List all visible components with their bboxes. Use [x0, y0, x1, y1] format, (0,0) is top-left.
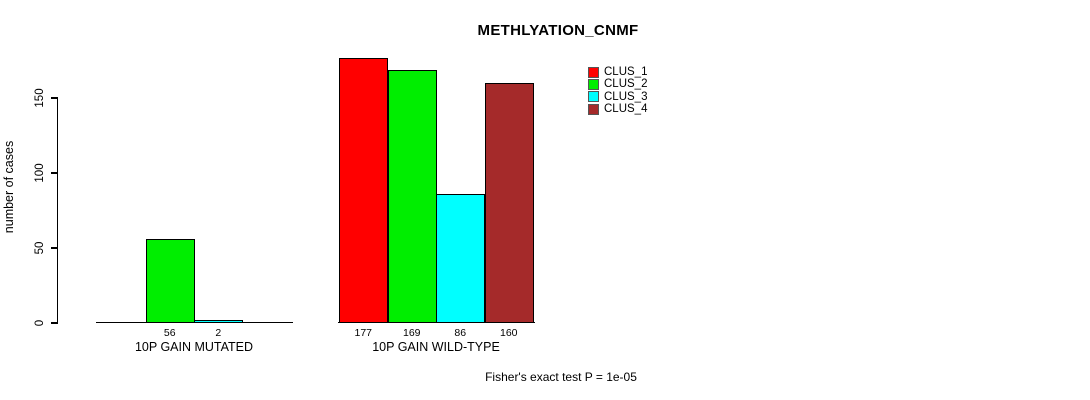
bar-value-label: 56 — [163, 327, 176, 339]
legend-label: CLUS_1 — [604, 66, 648, 78]
bar-value-label: 86 — [454, 327, 467, 339]
legend-swatch-CLUS_2 — [588, 78, 599, 90]
legend-item-CLUS_4: CLUS_4 — [588, 103, 647, 115]
bar-CLUS_2 — [145, 239, 195, 323]
y-tick-mark — [51, 97, 58, 99]
legend-item-CLUS_1: CLUS_1 — [588, 66, 647, 78]
y-tick-label: 150 — [34, 88, 46, 108]
bar-CLUS_4 — [484, 83, 534, 323]
y-tick-mark — [51, 172, 58, 174]
fisher-test-note: Fisher's exact test P = 1e-05 — [485, 370, 637, 384]
bar-CLUS_3 — [436, 194, 485, 323]
bar-value-label: 169 — [402, 327, 421, 339]
y-tick-mark — [51, 247, 58, 249]
bar-value-label: 160 — [499, 327, 518, 339]
group-label: 10P GAIN MUTATED — [134, 340, 254, 354]
group-label: 10P GAIN WILD-TYPE — [372, 340, 500, 354]
legend-label: CLUS_3 — [604, 90, 648, 103]
bar-value-label: 177 — [354, 327, 373, 339]
y-tick-label: 0 — [34, 319, 46, 327]
y-axis-line — [57, 98, 59, 323]
bar-value-label: 2 — [215, 327, 222, 339]
legend-item-CLUS_2: CLUS_2 — [588, 78, 647, 90]
chart-title: METHLYATION_CNMF — [477, 22, 639, 39]
bar-CLUS_2 — [387, 69, 437, 323]
y-tick-label: 100 — [34, 163, 46, 183]
legend-swatch-CLUS_3 — [588, 91, 599, 103]
y-axis-label: number of cases — [2, 140, 16, 234]
legend-swatch-CLUS_1 — [588, 66, 599, 78]
y-tick-label: 50 — [34, 241, 46, 255]
y-tick-mark — [51, 322, 58, 324]
legend-item-CLUS_3: CLUS_3 — [588, 91, 647, 103]
bar-CLUS_3 — [194, 320, 243, 323]
legend-label: CLUS_2 — [604, 78, 648, 91]
legend-swatch-CLUS_4 — [588, 103, 599, 115]
bar-CLUS_1 — [339, 57, 388, 323]
legend-label: CLUS_4 — [604, 103, 648, 116]
